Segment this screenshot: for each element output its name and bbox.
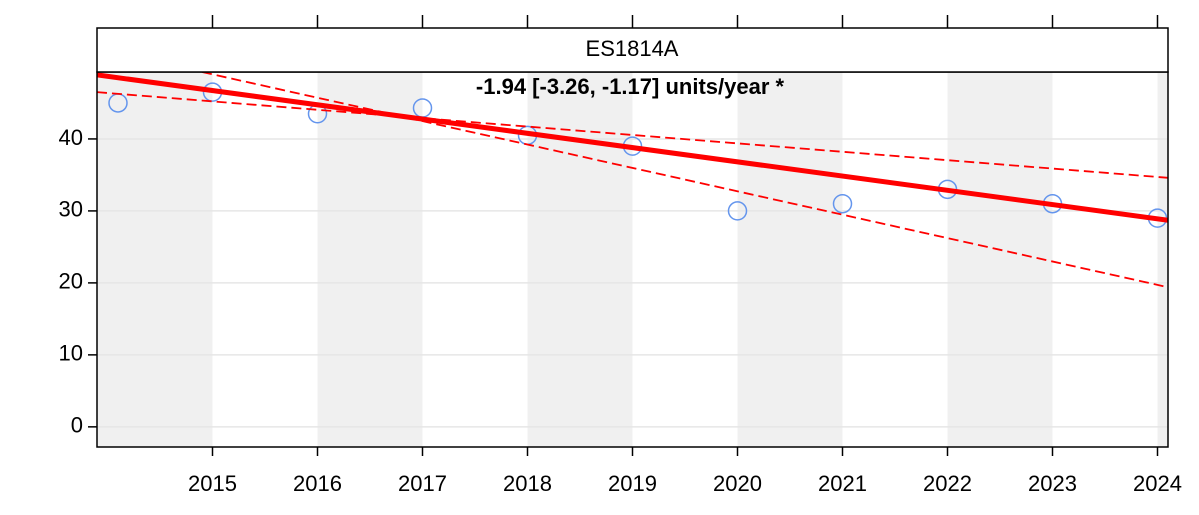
x-tick-label: 2021 (818, 471, 867, 496)
x-tick-label: 2024 (1133, 471, 1182, 496)
x-tick-label: 2018 (503, 471, 552, 496)
trend-line (97, 72, 1168, 223)
band (1157, 72, 1168, 447)
chart-title: ES1814A (586, 36, 679, 61)
band (97, 72, 213, 447)
band (527, 72, 633, 447)
bands (97, 72, 1168, 447)
x-tick-label: 2023 (1028, 471, 1077, 496)
y-tick-label: 20 (59, 269, 83, 294)
annotation: -1.94 [-3.26, -1.17] units/year * (476, 74, 785, 99)
marks (97, 72, 1168, 289)
band (737, 72, 843, 447)
y-tick-label: 40 (59, 125, 83, 150)
y-tick-label: 10 (59, 341, 83, 366)
band (317, 72, 423, 447)
x-tick-label: 2015 (188, 471, 237, 496)
point (832, 193, 853, 214)
x-tick-label: 2020 (713, 471, 762, 496)
x-tick-label: 2016 (293, 471, 342, 496)
grid (97, 138, 1168, 428)
x-tick-label: 2022 (923, 471, 972, 496)
x-tick-label: 2017 (398, 471, 447, 496)
y-tick-label: 30 (59, 197, 83, 222)
point (727, 201, 748, 221)
y-tick-label: 0 (71, 413, 83, 438)
strip (96, 27, 1169, 73)
x-tick-label: 2019 (608, 471, 657, 496)
band (947, 72, 1053, 447)
